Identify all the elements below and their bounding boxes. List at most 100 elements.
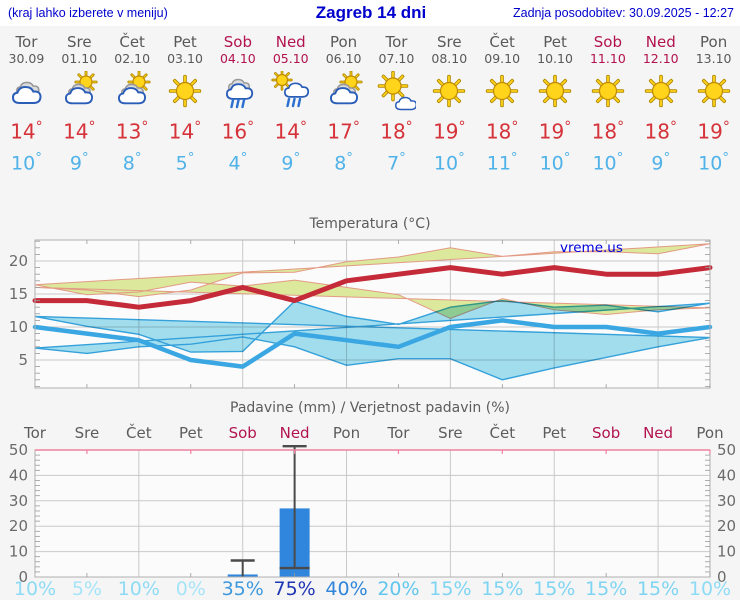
sun-ray [84,70,88,77]
weather-icon-cell [264,69,317,113]
day-name: Tor [15,33,38,51]
min-temperature: 9° [69,150,89,174]
weather-icon-cell [634,71,687,113]
cloud-shape [118,87,147,105]
sun-ray [658,99,663,108]
max-temperature: 14° [63,119,96,144]
page-title: Zagreb 14 dni [315,3,427,22]
day-name: Čet [119,33,145,51]
sun-ray [644,89,653,93]
cloud-shape [65,87,94,105]
day-date: 12.10 [642,51,679,66]
cloudy-icon [12,81,42,104]
weather-icon-cell [476,71,529,113]
precip-ytick-right: 40 [717,466,736,484]
precip-probability-label: 15% [533,578,575,600]
precip-probability-label: 5% [72,578,102,600]
weather-icon-cell [211,71,264,113]
day-column-13.10: Pon 13.10 19° 10° [687,30,740,176]
day-column-06.10: Pon 06.10 17° 8° [317,30,370,176]
day-column-10.10: Pet 10.10 19° 10° [529,30,582,176]
weather-icon-cell [159,71,212,113]
max-temperature: 18° [485,119,519,144]
partly-cloudy-icon [329,70,363,105]
sun-ray [356,80,363,84]
precip-ytick-right: 0 [717,568,727,586]
cloud-shape [395,96,418,111]
sun-ray [447,99,452,108]
day-name: Čet [489,33,515,51]
sun-ray [391,70,396,79]
precip-day-label: Pon [696,424,723,442]
precip-day-label: Sre [438,424,463,442]
raindrop [291,97,296,108]
precip-ytick-left: 10 [9,543,28,561]
precip-probability-label: 15% [637,578,679,600]
precip-ytick-left: 40 [9,466,28,484]
sun-ray [591,89,600,93]
sun-ray [711,99,716,108]
sunny-icon [485,74,519,108]
weather-icon-cell [106,70,159,113]
day-column-30.09: Tor 30.09 14° 10° [0,30,53,176]
precip-day-label: Sob [592,424,620,442]
sun-ray [553,74,557,83]
precipitation-chart: Padavine (mm) / Verjetnost padavin (%) To… [9,400,736,600]
precip-plot-area [35,450,710,577]
sun-ray [711,74,716,83]
day-date: 10.10 [537,51,573,66]
max-temperature: 19° [433,119,466,144]
day-column-07.10: Tor 07.10 18° 7° [370,30,423,176]
precip-day-label: Sre [75,424,100,442]
min-temperature: 10° [698,150,730,174]
cloud-shape [12,86,42,104]
sun-ray [721,89,730,93]
day-name: Pet [173,33,197,51]
max-temperature: 19° [538,119,572,144]
day-date: 30.09 [8,51,45,66]
raindrop [297,97,301,108]
day-date: 09.10 [484,51,521,66]
sun-ray [615,89,625,93]
sun-ray [433,89,442,93]
sun-disc [493,81,512,101]
sunny-icon [697,74,730,108]
vreme-us-watermark-link[interactable]: vreme.us [560,240,623,256]
precip-day-label: Pet [179,424,203,442]
day-name: Sob [593,33,622,51]
sun-disc [440,81,459,101]
day-date: 08.10 [431,51,468,66]
sun-ray [500,99,504,108]
max-temperature: 14° [10,119,43,144]
precip-ytick-left: 20 [9,517,28,535]
temp-max-line [32,265,713,310]
partly-cloudy-icon [65,70,98,105]
precip-day-label: Sob [229,424,257,442]
max-temperature: 13° [115,119,149,144]
day-name: Pon [329,33,358,51]
precip-day-label: Pon [333,424,360,442]
min-temperature: 5° [175,150,195,174]
min-temperature: 10° [11,150,42,174]
cloud-shape [283,82,309,98]
sun-ray [168,89,177,93]
min-temperature: 9° [651,150,671,174]
sun-ray [378,84,386,88]
weather-icon-cell [529,71,582,113]
max-temperature: 18° [591,119,625,144]
precip-day-label: Čet [126,423,152,442]
sun-ray [137,70,141,77]
max-temperature: 19° [697,119,730,144]
day-column-02.10: Čet 02.10 13° 8° [106,30,159,176]
min-temperature: 9° [281,150,301,174]
max-temperature: 18° [644,119,677,144]
sun-disc [384,77,403,95]
sun-ray [510,89,519,93]
sun-ray [280,85,284,91]
max-temperature: 16° [221,119,255,144]
day-name: Ned [645,33,676,51]
precip-probability-label: 40% [325,578,367,600]
temp-ytick-label: 10 [9,318,28,336]
sun-ray [127,80,134,84]
